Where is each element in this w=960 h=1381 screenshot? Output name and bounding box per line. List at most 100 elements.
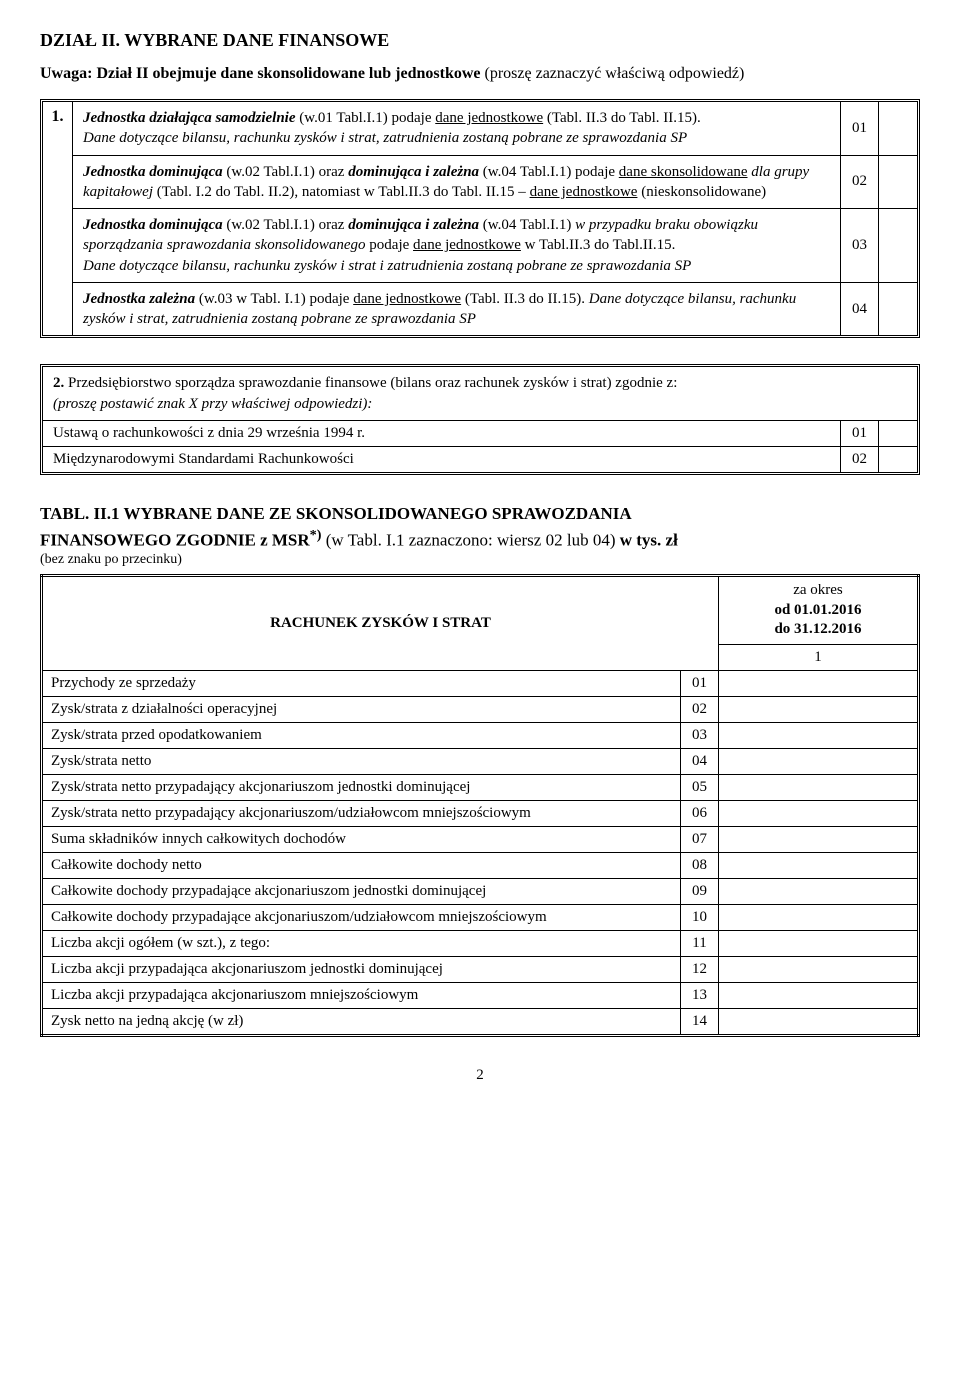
block1-row: Jednostka działająca samodzielnie (w.01 …: [73, 102, 917, 156]
note-rest: (proszę zaznaczyć właściwą odpowiedź): [481, 65, 745, 82]
row-code: 11: [681, 930, 719, 956]
block1-row-val[interactable]: [879, 209, 917, 282]
row-code: 03: [681, 722, 719, 748]
row-value[interactable]: [719, 722, 919, 748]
row-label: Całkowite dochody netto: [42, 852, 681, 878]
row-value[interactable]: [719, 982, 919, 1008]
period-from: od 01.01.2016: [774, 602, 861, 618]
table-row: Zysk/strata z działalności operacyjnej02: [42, 696, 919, 722]
block1-row-val[interactable]: [879, 102, 917, 155]
table-title: TABL. II.1 WYBRANE DANE ZE SKONSOLIDOWAN…: [40, 503, 920, 553]
row-code: 09: [681, 878, 719, 904]
row-code: 08: [681, 852, 719, 878]
row-code: 04: [681, 748, 719, 774]
row-value[interactable]: [719, 878, 919, 904]
block2-head: 2. Przedsiębiorstwo sporządza sprawozdan…: [43, 367, 917, 421]
block2-row-label: Ustawą o rachunkowości z dnia 29 wrześni…: [43, 421, 841, 446]
row-code: 07: [681, 826, 719, 852]
row-code: 10: [681, 904, 719, 930]
block2-row-val[interactable]: [879, 447, 917, 472]
row-label: Całkowite dochody przypadające akcjonari…: [42, 878, 681, 904]
row-value[interactable]: [719, 748, 919, 774]
row-value[interactable]: [719, 696, 919, 722]
block1-row: Jednostka dominująca (w.02 Tabl.I.1) ora…: [73, 156, 917, 210]
row-label: Przychody ze sprzedaży: [42, 670, 681, 696]
row-value[interactable]: [719, 1008, 919, 1035]
block1-row: Jednostka zależna (w.03 w Tabl. I.1) pod…: [73, 283, 917, 336]
row-label: Zysk/strata netto: [42, 748, 681, 774]
block1-row-code: 01: [841, 102, 879, 155]
table-row: Przychody ze sprzedaży01: [42, 670, 919, 696]
block2-head-sub-text: (proszę postawić znak X przy właściwej o…: [53, 396, 372, 412]
row-code: 05: [681, 774, 719, 800]
row-value[interactable]: [719, 670, 919, 696]
section-title: DZIAŁ II. WYBRANE DANE FINANSOWE: [40, 30, 920, 51]
row-value[interactable]: [719, 956, 919, 982]
row-label: Zysk/strata netto przypadający akcjonari…: [42, 774, 681, 800]
row-value[interactable]: [719, 800, 919, 826]
table-row: Liczba akcji przypadająca akcjonariuszom…: [42, 982, 919, 1008]
block1-row: Jednostka dominująca (w.02 Tabl.I.1) ora…: [73, 209, 917, 283]
table-subnote: (bez znaku po przecinku): [40, 552, 920, 568]
block2-row-label: Międzynarodowymi Standardami Rachunkowoś…: [43, 447, 841, 472]
table-row: Zysk/strata netto04: [42, 748, 919, 774]
table-row: Zysk/strata netto przypadający akcjonari…: [42, 800, 919, 826]
rach-header: RACHUNEK ZYSKÓW I STRAT: [42, 576, 719, 671]
note-bold: Uwaga: Dział II obejmuje dane skonsolido…: [40, 65, 481, 82]
block1-number: 1.: [43, 102, 73, 335]
block1-row-text: Jednostka dominująca (w.02 Tabl.I.1) ora…: [73, 156, 841, 209]
block1-row-code: 02: [841, 156, 879, 209]
block2-head-text: Przedsiębiorstwo sporządza sprawozdanie …: [64, 375, 677, 391]
section-note: Uwaga: Dział II obejmuje dane skonsolido…: [40, 65, 920, 83]
block2-row: Międzynarodowymi Standardami Rachunkowoś…: [43, 447, 917, 472]
table-row: Zysk/strata netto przypadający akcjonari…: [42, 774, 919, 800]
row-label: Zysk/strata z działalności operacyjnej: [42, 696, 681, 722]
row-value[interactable]: [719, 930, 919, 956]
row-code: 14: [681, 1008, 719, 1035]
block2-row-code: 02: [841, 447, 879, 472]
row-value[interactable]: [719, 826, 919, 852]
block1-row-text: Jednostka działająca samodzielnie (w.01 …: [73, 102, 841, 155]
table-title-units: w tys. zł: [620, 530, 678, 549]
block2: 2. Przedsiębiorstwo sporządza sprawozdan…: [40, 364, 920, 475]
table-row: Zysk netto na jedną akcję (w zł)14: [42, 1008, 919, 1035]
table-row: Całkowite dochody przypadające akcjonari…: [42, 904, 919, 930]
block1-row-text: Jednostka zależna (w.03 w Tabl. I.1) pod…: [73, 283, 841, 336]
row-label: Liczba akcji przypadająca akcjonariuszom…: [42, 982, 681, 1008]
block1-row-val[interactable]: [879, 283, 917, 336]
block1: 1. Jednostka działająca samodzielnie (w.…: [40, 99, 920, 338]
table-title-line2-rest: (w Tabl. I.1 zaznaczono: wiersz 02 lub 0…: [321, 530, 619, 549]
period-header: za okres od 01.01.2016 do 31.12.2016: [719, 576, 919, 645]
table-header-row: RACHUNEK ZYSKÓW I STRAT za okres od 01.0…: [42, 576, 919, 645]
row-code: 12: [681, 956, 719, 982]
block1-row-code: 03: [841, 209, 879, 282]
table-row: Zysk/strata przed opodatkowaniem03: [42, 722, 919, 748]
block2-row-val[interactable]: [879, 421, 917, 446]
row-value[interactable]: [719, 774, 919, 800]
period-to: do 31.12.2016: [774, 621, 861, 637]
row-label: Liczba akcji przypadająca akcjonariuszom…: [42, 956, 681, 982]
row-value[interactable]: [719, 852, 919, 878]
page-footer: 2: [40, 1067, 920, 1084]
block2-head-num: 2.: [53, 375, 64, 391]
block2-row-code: 01: [841, 421, 879, 446]
data-table: RACHUNEK ZYSKÓW I STRAT za okres od 01.0…: [40, 574, 920, 1037]
table-row: Całkowite dochody netto08: [42, 852, 919, 878]
period-label: za okres: [793, 582, 843, 598]
row-label: Suma składników innych całkowitych docho…: [42, 826, 681, 852]
row-code: 01: [681, 670, 719, 696]
table-title-line1: TABL. II.1 WYBRANE DANE ZE SKONSOLIDOWAN…: [40, 504, 632, 523]
block1-row-text: Jednostka dominująca (w.02 Tabl.I.1) ora…: [73, 209, 841, 282]
block1-row-code: 04: [841, 283, 879, 336]
table-row: Całkowite dochody przypadające akcjonari…: [42, 878, 919, 904]
col1-label: 1: [719, 644, 919, 670]
row-label: Zysk/strata netto przypadający akcjonari…: [42, 800, 681, 826]
row-code: 13: [681, 982, 719, 1008]
table-row: Suma składników innych całkowitych docho…: [42, 826, 919, 852]
row-label: Zysk/strata przed opodatkowaniem: [42, 722, 681, 748]
table-row: Liczba akcji przypadająca akcjonariuszom…: [42, 956, 919, 982]
block1-row-val[interactable]: [879, 156, 917, 209]
row-value[interactable]: [719, 904, 919, 930]
row-label: Całkowite dochody przypadające akcjonari…: [42, 904, 681, 930]
row-code: 02: [681, 696, 719, 722]
